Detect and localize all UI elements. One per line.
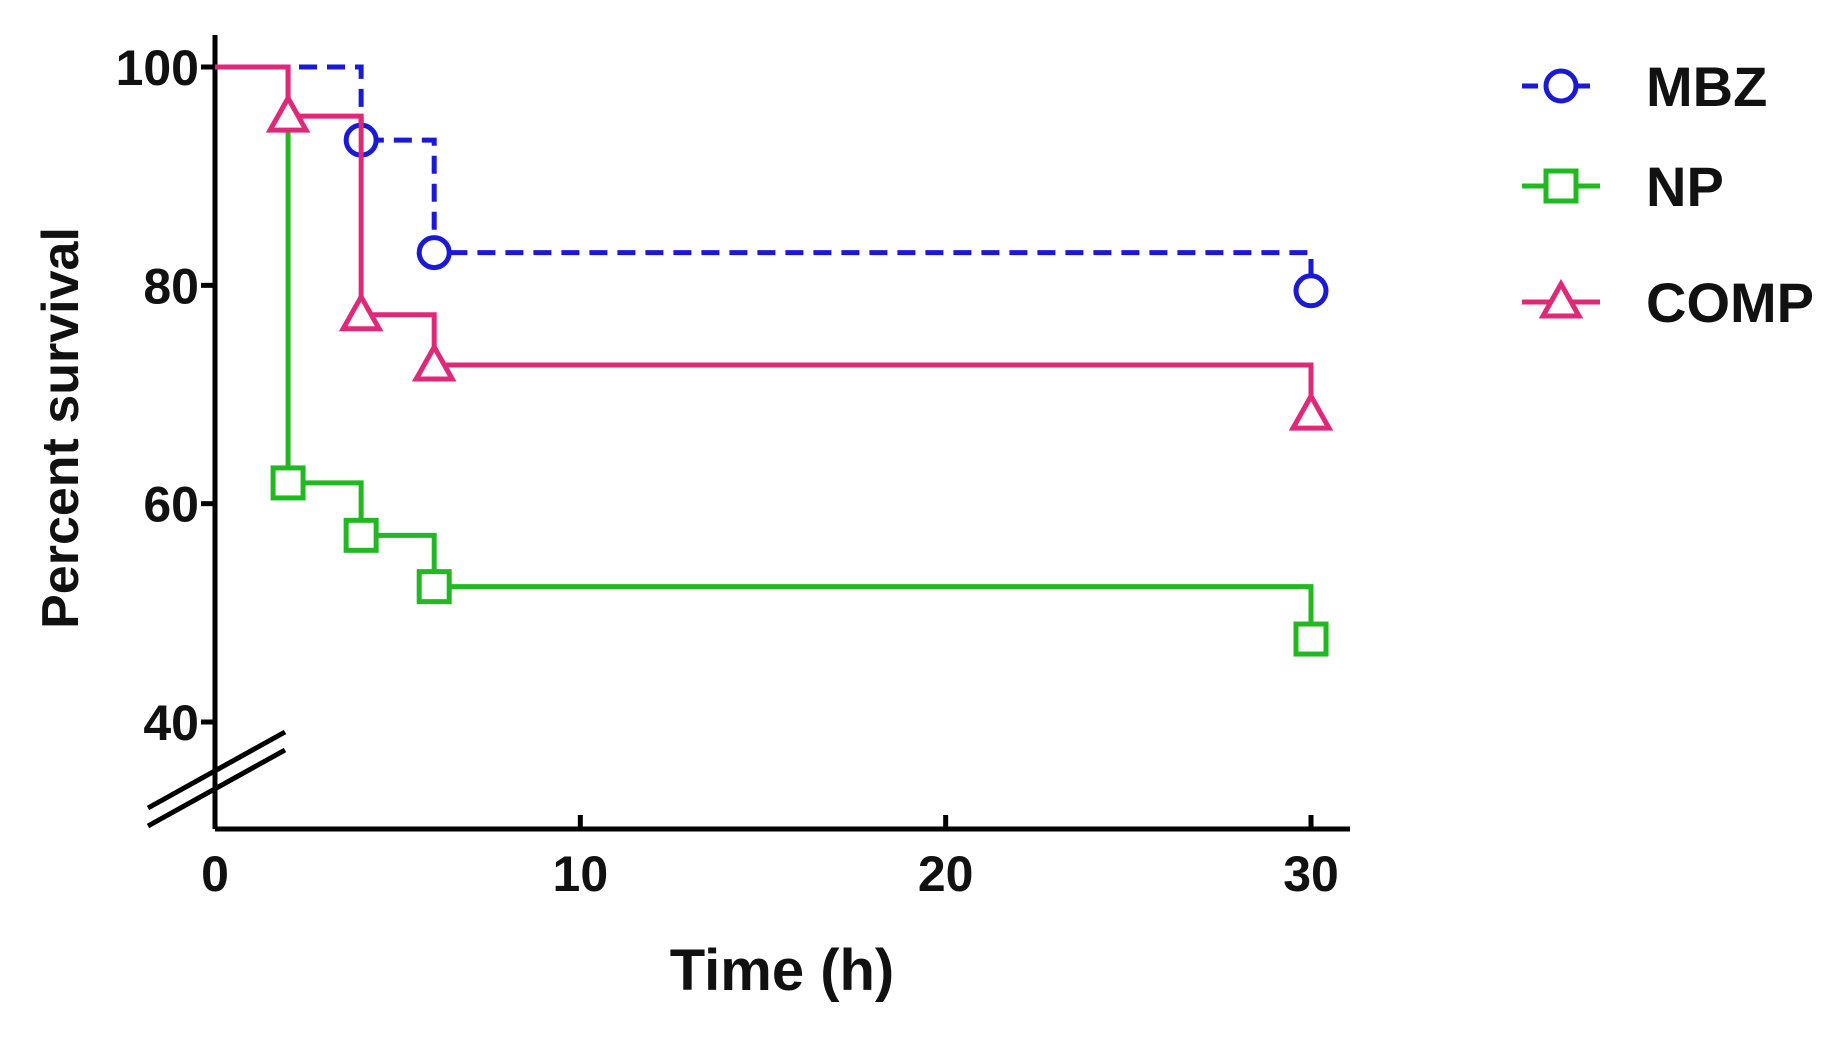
- axis-break-mark: [146, 729, 287, 811]
- y-tick-label: 80: [143, 258, 199, 314]
- circle-marker: [1293, 273, 1329, 309]
- series-comp: [215, 64, 1334, 431]
- series-layer: [215, 64, 1334, 657]
- survival-step-line: [215, 64, 1314, 415]
- x-tick-label: 20: [918, 846, 974, 902]
- circle-marker: [416, 235, 452, 271]
- survival-step-line: [215, 64, 1314, 291]
- series-np: [215, 64, 1329, 657]
- legend: MBZ NP COMP: [1522, 55, 1814, 334]
- x-tick-label: 0: [201, 846, 229, 902]
- x-tick-label: 10: [553, 846, 609, 902]
- series-mbz: [215, 64, 1329, 309]
- legend-label: MBZ: [1646, 55, 1767, 118]
- legend-item-mbz: MBZ: [1522, 55, 1767, 118]
- square-marker: [1293, 621, 1329, 657]
- legend-label: COMP: [1646, 271, 1814, 334]
- square-marker: [416, 569, 452, 605]
- axis-break-mark: [146, 747, 287, 829]
- y-tick-label: 100: [116, 40, 199, 96]
- survival-step-line: [215, 64, 1314, 640]
- triangle-marker: [1538, 278, 1584, 319]
- triangle-marker: [1288, 391, 1334, 431]
- triangle-marker: [338, 291, 384, 332]
- x-axis-label: Time (h): [670, 938, 895, 1003]
- circle-marker: [1543, 68, 1579, 104]
- triangle-marker: [265, 93, 311, 133]
- y-axis-label: Percent survival: [32, 227, 90, 629]
- y-tick-label: 40: [143, 695, 199, 751]
- triangle-marker: [411, 341, 457, 382]
- legend-label: NP: [1646, 155, 1724, 218]
- axes: 40 60 80 100 0 10 20 30: [116, 35, 1350, 902]
- legend-item-np: NP: [1522, 155, 1724, 218]
- square-marker: [343, 517, 379, 553]
- legend-item-comp: COMP: [1522, 271, 1814, 334]
- square-marker: [270, 465, 306, 501]
- square-marker: [1543, 168, 1579, 204]
- x-tick-label: 30: [1283, 846, 1339, 902]
- y-tick-label: 60: [143, 477, 199, 533]
